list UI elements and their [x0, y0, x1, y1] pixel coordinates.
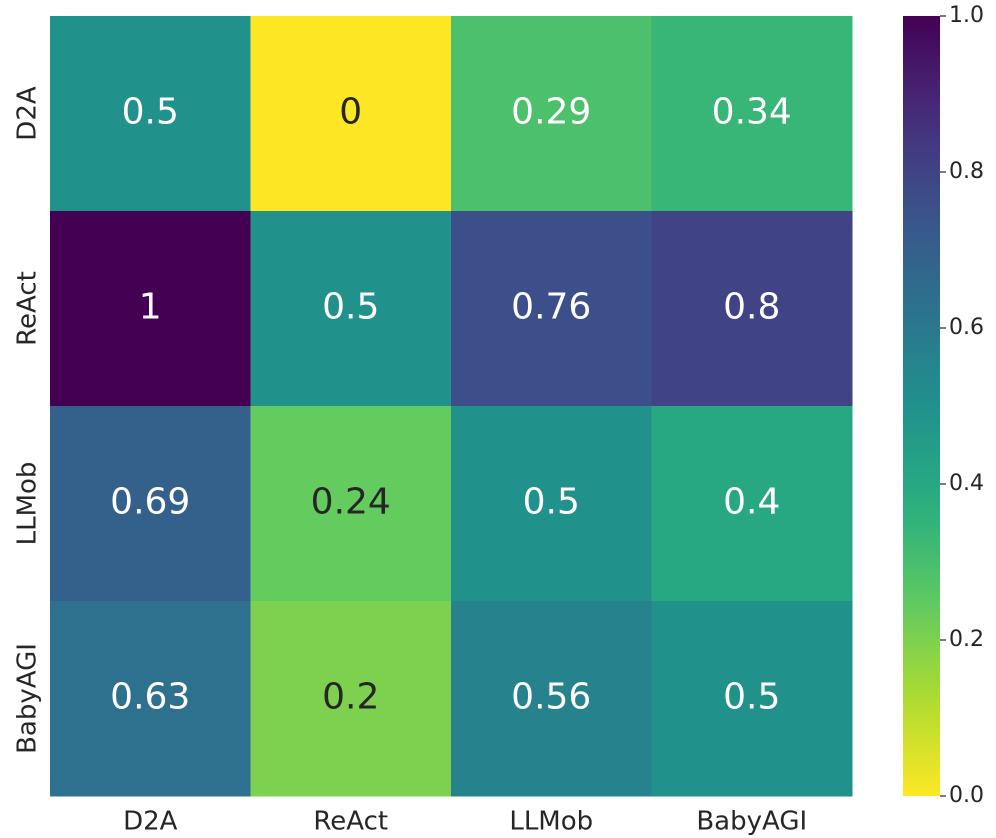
x-tick-label: D2A: [123, 807, 178, 837]
colorbar-tick-label: 1.0: [949, 3, 984, 28]
cell-label: 0.2: [322, 677, 379, 718]
cell-label: 0.5: [723, 677, 780, 718]
x-tick-label: ReAct: [313, 807, 388, 837]
heatmap-cell: [651, 601, 853, 797]
colorbar-tick-label: 0.0: [949, 783, 984, 808]
heatmap-cell: [50, 601, 251, 797]
heatmap-cell: [451, 406, 652, 602]
heatmap-cell: [451, 16, 652, 212]
heatmap-cell: [250, 16, 452, 212]
heatmap-cell: [451, 601, 652, 797]
heatmap-cell: [50, 406, 251, 602]
y-tick-label: ReAct: [13, 271, 43, 346]
cell-label: 0.63: [110, 677, 190, 718]
cell-label: 0: [339, 92, 362, 133]
colorbar-tick-label: 0.4: [949, 471, 984, 496]
heatmap-cell: [451, 211, 652, 407]
heatmap-cell: [250, 211, 452, 407]
cell-label: 0.76: [511, 287, 591, 328]
cell-label: 0.5: [122, 92, 179, 133]
cell-label: 0.4: [723, 482, 780, 523]
heatmap-cell: [651, 16, 853, 212]
y-tick-label: BabyAGI: [13, 643, 43, 754]
x-tick-label: BabyAGI: [696, 807, 807, 837]
y-tick-label: LLMob: [13, 462, 43, 546]
heatmap-cell: [651, 211, 853, 407]
cell-label: 0.34: [712, 92, 792, 133]
colorbar-tick-label: 0.2: [949, 627, 984, 652]
colorbar-tick-label: 0.6: [949, 315, 984, 340]
cell-label: 0.8: [723, 287, 780, 328]
heatmap-cell: [50, 16, 251, 212]
heatmap-cell: [250, 406, 452, 602]
colorbar-tick-label: 0.8: [949, 159, 984, 184]
cell-label: 0.56: [511, 677, 591, 718]
cell-label: 0.29: [511, 92, 591, 133]
cell-label: 1: [139, 287, 162, 328]
cell-label: 0.5: [322, 287, 379, 328]
x-tick-label: LLMob: [509, 807, 593, 837]
y-tick-label: D2A: [13, 86, 43, 141]
heatmap-cell: [50, 211, 251, 407]
heatmap-cell: [651, 406, 853, 602]
cell-label: 0.5: [523, 482, 580, 523]
cell-label: 0.69: [110, 482, 190, 523]
cell-label: 0.24: [311, 482, 391, 523]
colorbar: [903, 16, 940, 796]
heatmap-cell: [250, 601, 452, 797]
